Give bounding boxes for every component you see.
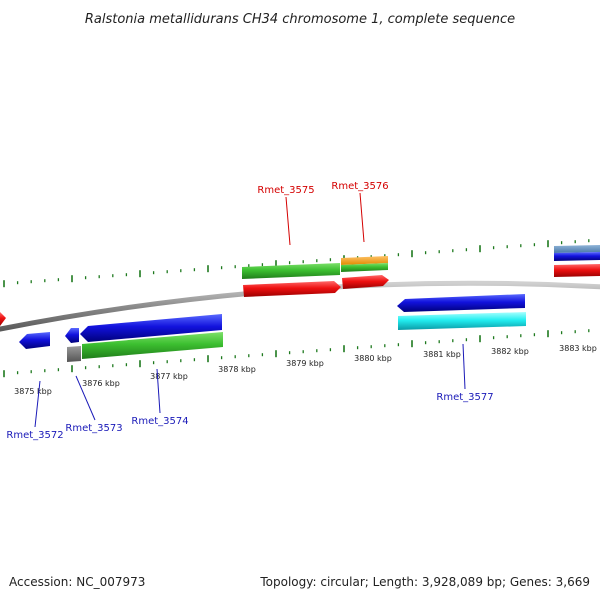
rmet-3572-leader <box>34 380 41 428</box>
forward-gene-arrow[interactable] <box>0 312 6 326</box>
accession-text: Accession: NC_007973 <box>9 575 146 589</box>
rmet-3577-leader <box>462 343 466 390</box>
scale-label-3877: 3877 kbp <box>150 372 188 381</box>
right-edge-feature[interactable] <box>554 245 600 253</box>
scale-label-3881: 3881 kbp <box>423 350 461 359</box>
right-edge-red-gene[interactable] <box>554 264 600 277</box>
scale-label-3875: 3875 kbp <box>14 387 52 396</box>
rmet-3576-label[interactable]: Rmet_3576 <box>331 181 388 192</box>
genome-summary-text: Topology: circular; Length: 3,928,089 bp… <box>260 575 590 589</box>
rmet-3574-gene[interactable] <box>80 314 222 342</box>
rmet-3576-feature[interactable] <box>341 256 388 265</box>
rmet-3573-gene[interactable] <box>65 328 79 343</box>
rmet-3577-cds[interactable] <box>398 312 526 330</box>
right-edge-blue-gene[interactable] <box>554 252 600 261</box>
rmet-3573-feature[interactable] <box>67 346 81 362</box>
rmet-3573-label[interactable]: Rmet_3573 <box>65 423 122 434</box>
rmet-3574-cds[interactable] <box>82 332 223 359</box>
rmet-3572-label[interactable]: Rmet_3572 <box>6 430 63 441</box>
rmet-3575-leader <box>285 196 291 246</box>
scale-label-3876: 3876 kbp <box>82 379 120 388</box>
rmet-3575-gene[interactable] <box>243 281 341 297</box>
map-title: Ralstonia metallidurans CH34 chromosome … <box>85 12 515 27</box>
rmet-3575-label[interactable]: Rmet_3575 <box>257 185 314 196</box>
reverse-strand-ticks <box>3 329 590 378</box>
rmet-3576-cds[interactable] <box>341 263 388 272</box>
scale-label-3879: 3879 kbp <box>286 359 324 368</box>
scale-label-3878: 3878 kbp <box>218 365 256 374</box>
rmet-3573-leader <box>75 375 96 421</box>
rmet-3577-label[interactable]: Rmet_3577 <box>436 392 493 403</box>
scale-label-3883: 3883 kbp <box>559 344 597 353</box>
rmet-3576-leader <box>359 192 365 243</box>
rmet-3574-leader <box>156 368 161 414</box>
scale-label-3882: 3882 kbp <box>491 347 529 356</box>
forward-strand-ticks <box>3 239 590 288</box>
rmet-3572-gene[interactable] <box>19 332 50 349</box>
rmet-3575-cds[interactable] <box>242 263 340 279</box>
rmet-3577-gene[interactable] <box>397 294 525 312</box>
rmet-3576-gene[interactable] <box>342 275 389 289</box>
rmet-3574-label[interactable]: Rmet_3574 <box>131 416 188 427</box>
scale-label-3880: 3880 kbp <box>354 354 392 363</box>
